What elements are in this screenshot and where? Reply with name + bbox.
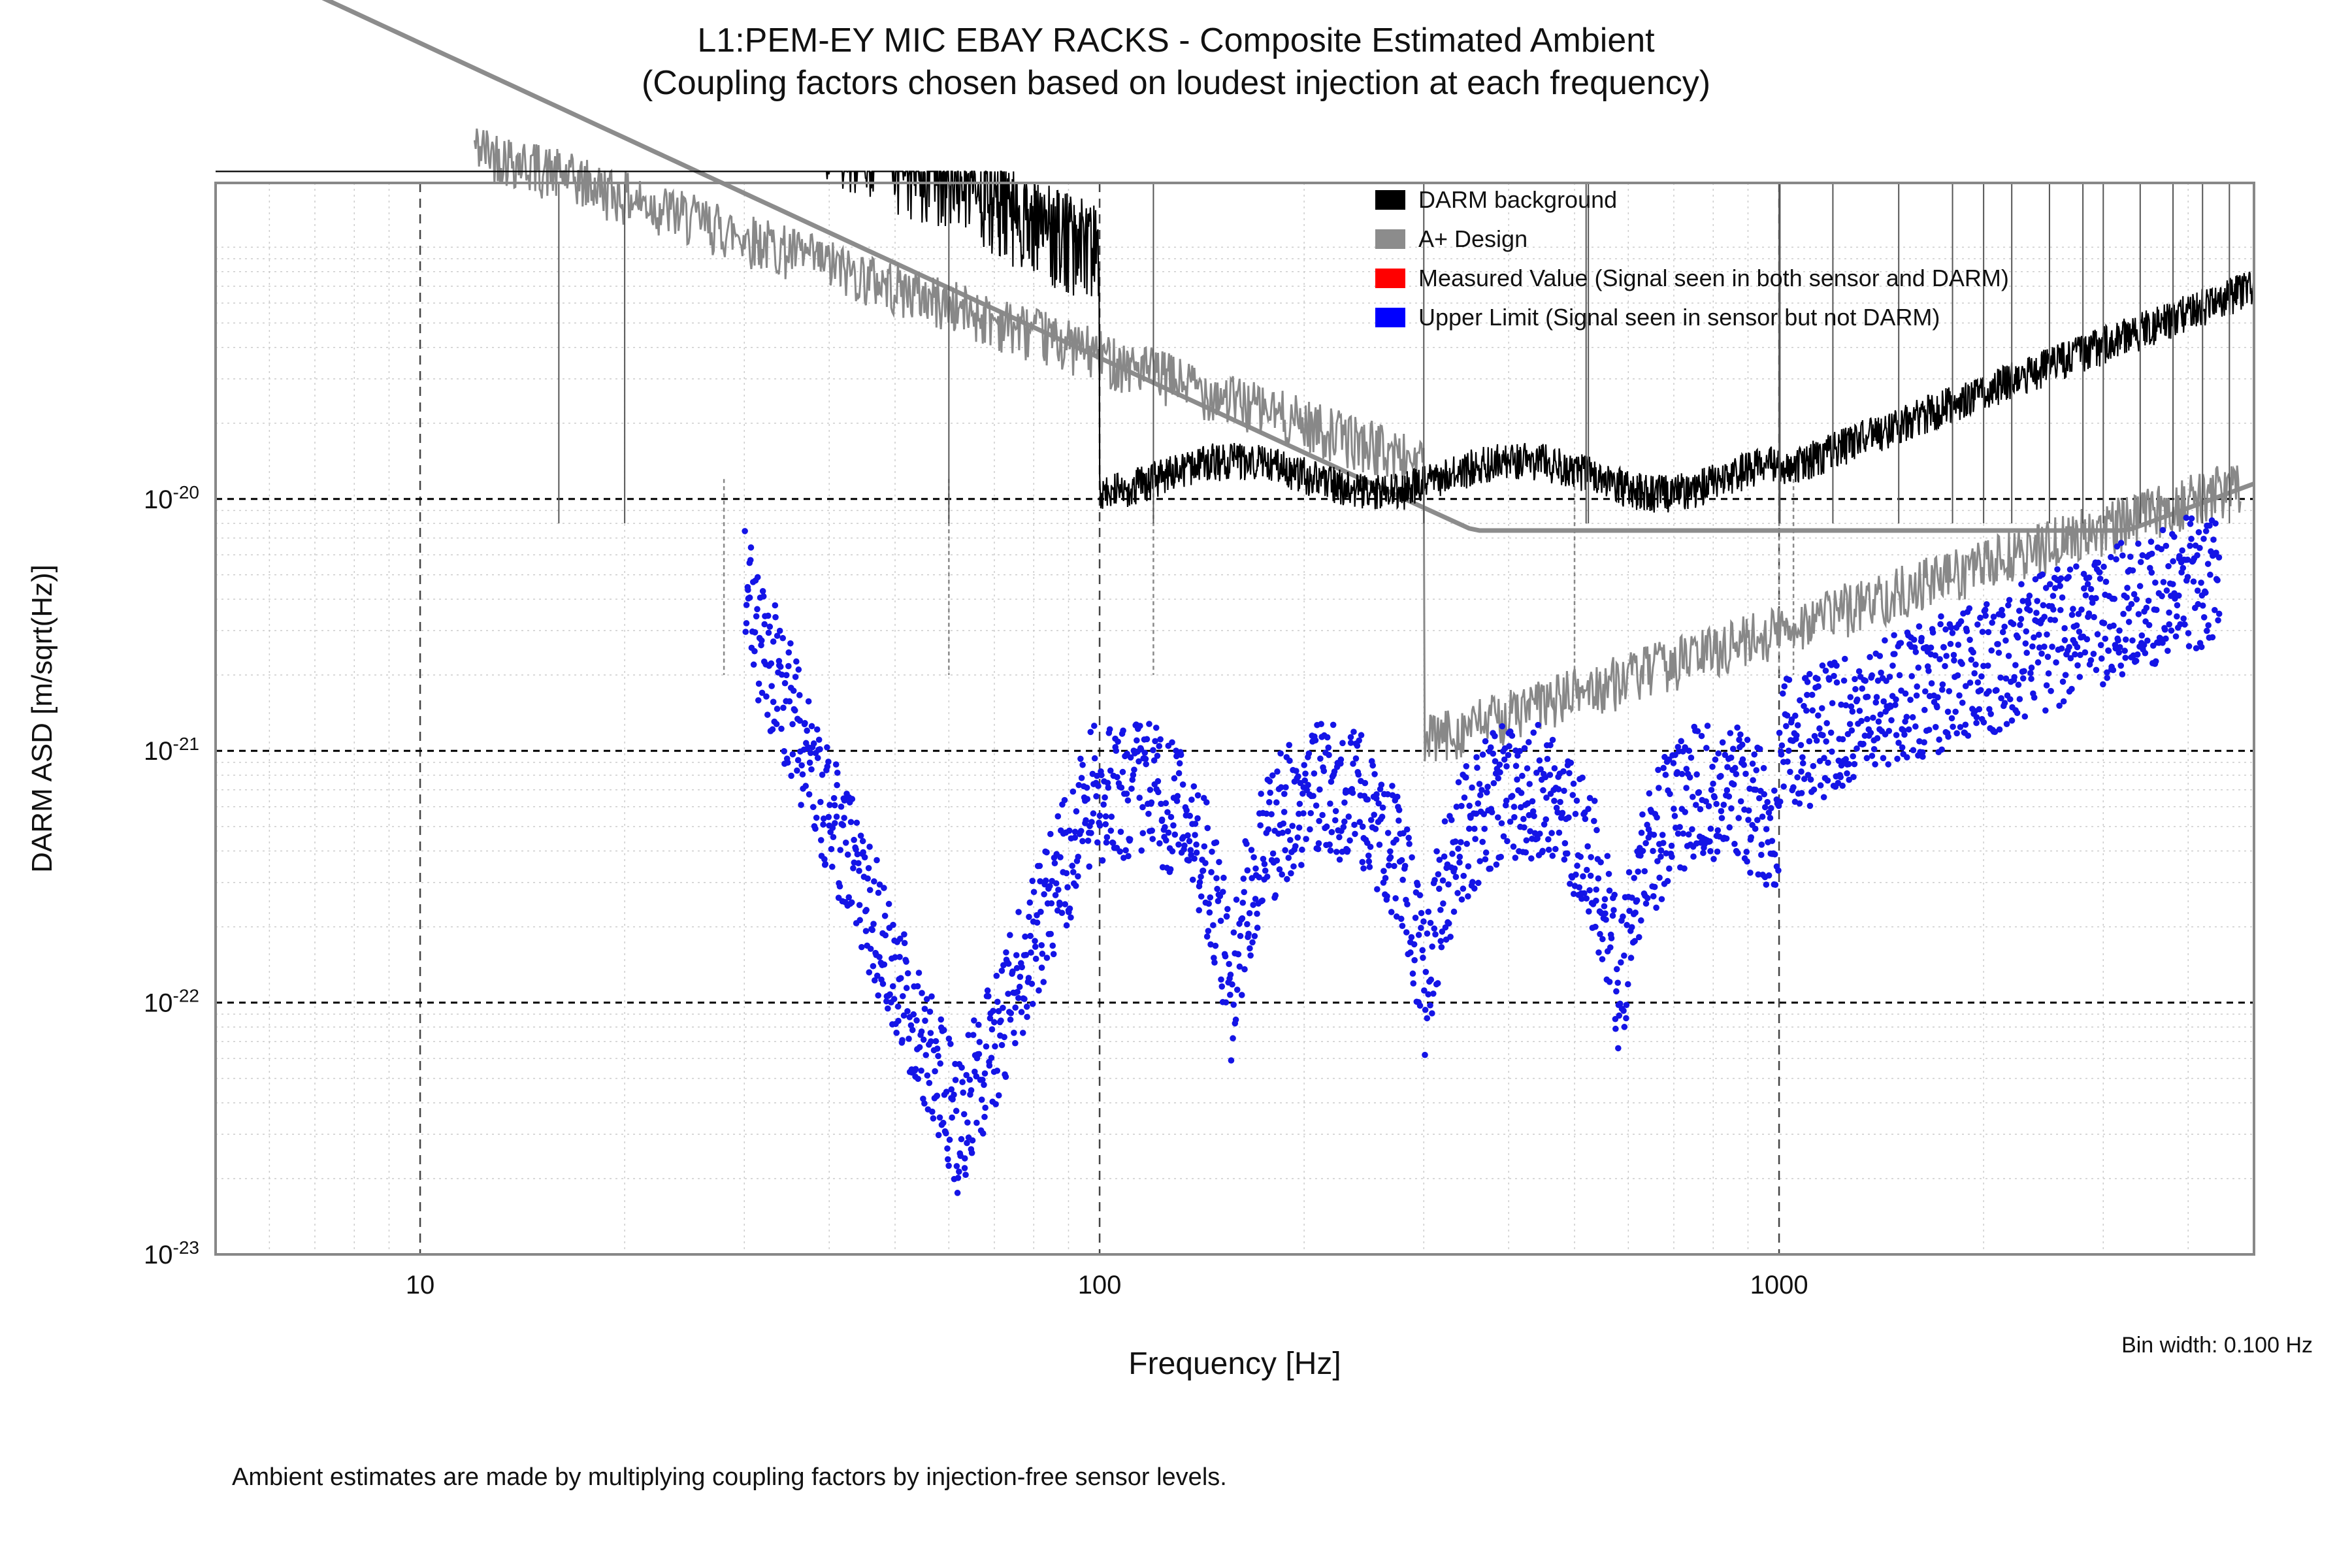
y-axis-ticks: 10-20 10-21 10-22 10-23 bbox=[144, 482, 199, 1269]
chart-title-line2: (Coupling factors chosen based on loudes… bbox=[0, 62, 2352, 105]
legend-label-measured: Measured Value (Signal seen in both sens… bbox=[1418, 265, 2009, 292]
x-axis-label: Frequency [Hz] bbox=[216, 1346, 2254, 1382]
svg-text:10-22: 10-22 bbox=[144, 985, 199, 1018]
legend-item-aplus: A+ Design bbox=[1375, 225, 2238, 253]
legend-label-darm: DARM background bbox=[1418, 186, 1617, 214]
y-axis-label: DARM ASD [m/sqrt(Hz)] bbox=[26, 183, 52, 1254]
chart-root: L1:PEM-EY MIC EBAY RACKS - Composite Est… bbox=[0, 0, 2352, 1568]
legend-swatch-darm bbox=[1375, 190, 1405, 210]
bin-width-annotation: Bin width: 0.100 Hz bbox=[2121, 1333, 2313, 1358]
svg-text:10-21: 10-21 bbox=[144, 734, 199, 766]
legend-swatch-aplus bbox=[1375, 229, 1405, 249]
svg-text:10-20: 10-20 bbox=[144, 482, 199, 514]
legend-label-upperlimit: Upper Limit (Signal seen in sensor but n… bbox=[1418, 304, 1940, 331]
legend-swatch-upperlimit bbox=[1375, 308, 1405, 327]
footnote-text: Ambient estimates are made by multiplyin… bbox=[232, 1463, 1227, 1492]
legend-item-measured: Measured Value (Signal seen in both sens… bbox=[1375, 265, 2238, 292]
svg-text:1000: 1000 bbox=[1750, 1271, 1808, 1299]
svg-text:100: 100 bbox=[1078, 1271, 1122, 1299]
chart-legend: DARM background A+ Design Measured Value… bbox=[1375, 186, 2238, 343]
legend-item-darm: DARM background bbox=[1375, 186, 2238, 214]
svg-text:10-23: 10-23 bbox=[144, 1237, 199, 1270]
svg-text:10: 10 bbox=[406, 1271, 435, 1299]
legend-label-aplus: A+ Design bbox=[1418, 225, 1527, 253]
plot-background bbox=[216, 183, 2254, 1254]
x-axis-ticks: 10 100 1000 bbox=[406, 1271, 1808, 1299]
legend-swatch-measured bbox=[1375, 269, 1405, 288]
legend-item-upperlimit: Upper Limit (Signal seen in sensor but n… bbox=[1375, 304, 2238, 331]
plot-area: 10 100 1000 10-20 10-21 10-22 10-23 bbox=[216, 183, 2254, 1254]
chart-title-line1: L1:PEM-EY MIC EBAY RACKS - Composite Est… bbox=[0, 20, 2352, 62]
chart-title: L1:PEM-EY MIC EBAY RACKS - Composite Est… bbox=[0, 20, 2352, 105]
